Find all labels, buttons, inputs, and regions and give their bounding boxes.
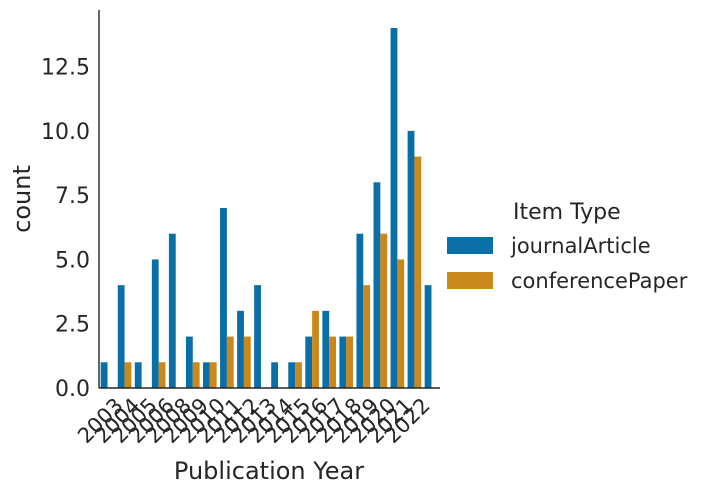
bar-journalArticle-2017: [322, 310, 330, 388]
bar-conferencePaper-2020: [380, 233, 388, 388]
y-tick-label: 12.5: [41, 56, 90, 81]
bar-conferencePaper-2022: [414, 156, 422, 388]
bar-journalArticle-2016: [305, 336, 313, 388]
legend-swatch-journalArticle: [447, 237, 493, 254]
y-ticks: 0.0 2.5 5.0 7.5 10.0 12.5: [41, 56, 90, 402]
bar-conferencePaper-2021: [397, 259, 405, 388]
bar-journalArticle-2008: [168, 233, 176, 388]
legend-label-conferencePaper: conferencePaper: [511, 269, 688, 293]
bar-conferencePaper-2016: [312, 310, 319, 388]
bar-conferencePaper-2012: [243, 336, 251, 388]
bar-journalArticle-2004: [117, 285, 125, 388]
bar-journalArticle-extra: [424, 285, 432, 388]
bar-journalArticle-2005: [134, 362, 142, 388]
bar-journalArticle-2013: [254, 285, 261, 388]
x-axis-label: Publication Year: [174, 457, 364, 485]
bar-journalArticle-2006: [151, 259, 159, 388]
bar-journalArticle-2010: [203, 362, 210, 388]
bar-conferencePaper-2018: [346, 336, 354, 388]
bar-journalArticle-2015: [288, 362, 296, 388]
bar-journalArticle-2009: [185, 336, 193, 388]
y-tick-label: 0.0: [55, 377, 90, 402]
bar-conferencePaper-2010: [209, 362, 217, 388]
bar-journalArticle-2022: [407, 130, 415, 388]
bar-conferencePaper-2019: [363, 285, 371, 388]
x-ticks: 2003200420052006200820092010201120122013…: [73, 393, 435, 448]
legend: Item Type journalArticle conferencePaper: [447, 200, 688, 293]
bar-journalArticle-2020: [373, 182, 381, 388]
bar-conferencePaper-2015: [295, 362, 302, 388]
bar-journalArticle-2012: [237, 310, 244, 388]
y-tick-label: 2.5: [55, 313, 90, 338]
bar-journalArticle-2018: [339, 336, 347, 388]
bar-conferencePaper-2011: [226, 336, 234, 388]
bar-journalArticle-2011: [220, 208, 227, 388]
y-tick-label: 7.5: [55, 184, 90, 209]
legend-title: Item Type: [513, 200, 621, 225]
y-tick-label: 10.0: [41, 120, 90, 145]
bar-conferencePaper-2017: [329, 336, 336, 388]
bar-conferencePaper-2009: [192, 362, 200, 388]
bar-conferencePaper-2004: [124, 362, 132, 388]
bars-layer: [100, 28, 432, 388]
bar-conferencePaper-2006: [158, 362, 166, 388]
bar-journalArticle-2021: [390, 28, 398, 388]
legend-label-journalArticle: journalArticle: [510, 234, 651, 258]
y-axis-label: count: [8, 165, 36, 233]
legend-swatch-conferencePaper: [447, 272, 493, 289]
bar-journalArticle-2003: [100, 362, 108, 388]
bar-journalArticle-2019: [356, 233, 364, 388]
bar-journalArticle-2014: [271, 362, 279, 388]
y-tick-label: 5.0: [55, 248, 90, 273]
